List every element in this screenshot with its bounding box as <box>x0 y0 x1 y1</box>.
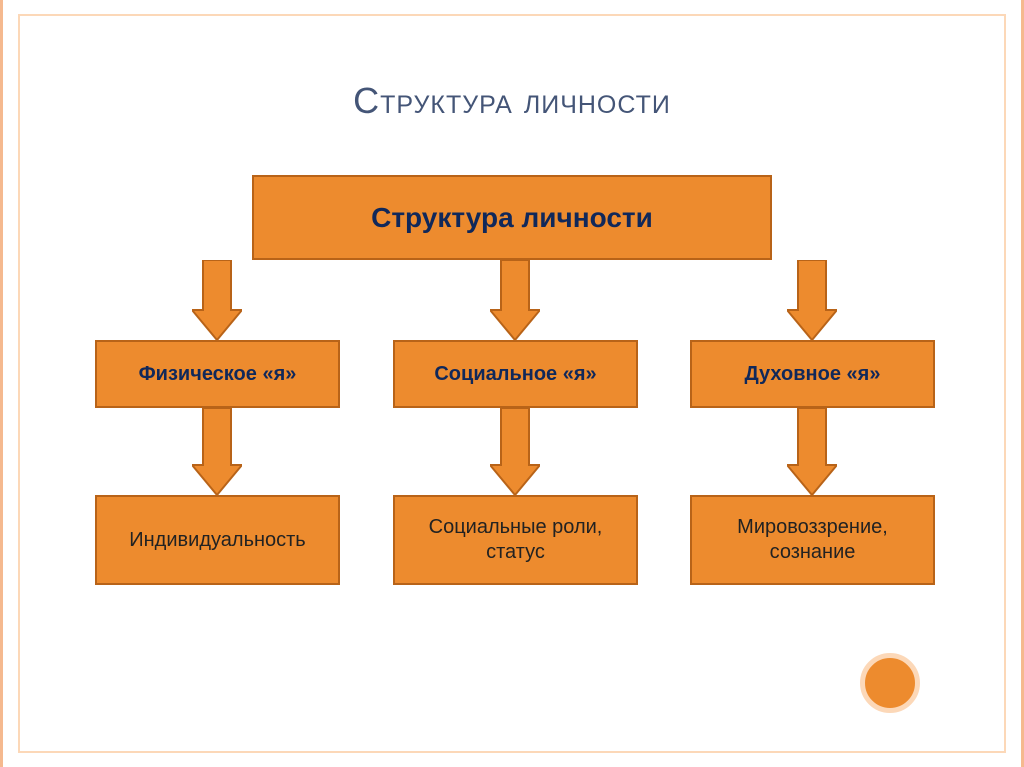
level2-box-0: Физическое «я» <box>95 340 340 408</box>
arrow-4 <box>490 408 540 495</box>
root-box: Структура личности <box>252 175 772 260</box>
level2-box-1: Социальное «я» <box>393 340 638 408</box>
arrow-0 <box>192 260 242 340</box>
level3-box-0: Индивидуальность <box>95 495 340 585</box>
arrow-1 <box>490 260 540 340</box>
slide-title: Структура личности <box>0 80 1024 122</box>
level3-box-2: Мировоззрение, сознание <box>690 495 935 585</box>
decor-circle <box>860 653 920 713</box>
level3-box-1: Социальные роли, статус <box>393 495 638 585</box>
arrow-5 <box>787 408 837 495</box>
arrow-2 <box>787 260 837 340</box>
arrow-3 <box>192 408 242 495</box>
level2-box-2: Духовное «я» <box>690 340 935 408</box>
